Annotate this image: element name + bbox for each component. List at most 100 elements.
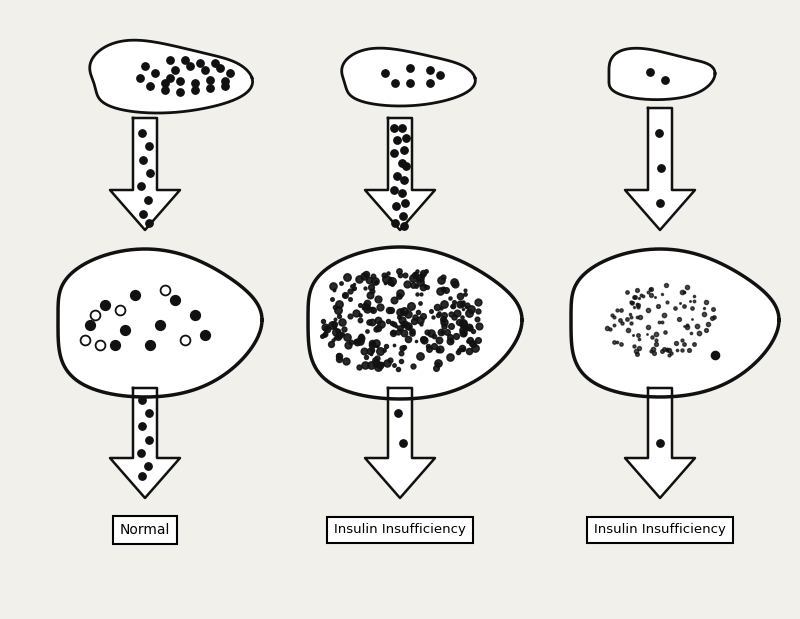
Point	[410, 266, 423, 276]
Point	[459, 289, 472, 299]
Point	[413, 352, 426, 361]
Point	[418, 335, 430, 345]
Point	[361, 298, 374, 308]
Point	[382, 267, 395, 277]
Point	[354, 333, 367, 343]
Point	[142, 435, 155, 445]
Point	[422, 344, 435, 354]
Point	[447, 297, 460, 307]
Point	[326, 321, 338, 331]
Point	[338, 290, 351, 300]
Point	[209, 58, 222, 68]
Point	[455, 312, 468, 322]
Point	[453, 345, 466, 355]
Polygon shape	[110, 118, 180, 230]
Point	[646, 344, 659, 354]
Point	[406, 280, 419, 290]
Point	[329, 327, 342, 337]
Point	[652, 301, 665, 311]
Point	[398, 145, 410, 155]
Point	[401, 279, 414, 289]
Point	[378, 271, 390, 280]
Point	[456, 328, 469, 338]
Point	[144, 340, 157, 350]
Point	[654, 163, 667, 173]
Point	[434, 286, 446, 296]
Point	[645, 284, 658, 294]
Point	[437, 284, 450, 293]
Point	[338, 324, 350, 334]
Point	[357, 303, 370, 313]
Point	[366, 317, 378, 327]
Point	[462, 321, 475, 331]
Point	[615, 339, 628, 349]
Point	[607, 313, 620, 322]
Point	[458, 328, 470, 338]
Point	[628, 292, 641, 301]
Point	[387, 360, 400, 370]
Point	[371, 353, 384, 363]
Point	[410, 289, 423, 299]
Point	[630, 299, 643, 309]
Point	[454, 291, 466, 301]
Point	[78, 335, 91, 345]
Point	[394, 324, 406, 334]
Point	[398, 198, 411, 208]
Point	[665, 348, 678, 358]
Point	[684, 296, 697, 306]
Point	[340, 356, 353, 366]
Point	[448, 279, 461, 289]
Point	[451, 308, 464, 318]
Point	[364, 282, 377, 292]
Point	[424, 65, 437, 75]
Point	[367, 305, 380, 315]
Polygon shape	[58, 249, 262, 397]
Point	[669, 303, 682, 313]
Point	[421, 282, 434, 292]
Point	[189, 78, 202, 88]
Point	[198, 65, 211, 75]
Point	[214, 63, 226, 73]
Point	[398, 221, 410, 231]
Point	[394, 322, 407, 332]
Point	[441, 327, 454, 337]
Point	[338, 290, 351, 300]
Point	[424, 78, 437, 88]
Point	[142, 141, 155, 151]
Point	[434, 70, 446, 80]
Point	[448, 312, 461, 322]
Point	[407, 316, 420, 326]
Point	[648, 348, 661, 358]
Point	[685, 314, 698, 324]
Point	[430, 359, 443, 369]
Point	[437, 285, 450, 295]
Point	[434, 344, 446, 354]
Point	[169, 65, 182, 75]
Point	[332, 332, 345, 342]
Point	[414, 298, 427, 308]
Point	[142, 218, 155, 228]
Point	[707, 312, 720, 322]
Point	[135, 395, 149, 405]
Point	[650, 335, 662, 345]
Point	[350, 336, 362, 346]
Point	[375, 359, 388, 369]
Point	[397, 438, 410, 448]
Point	[403, 63, 416, 73]
Point	[355, 331, 368, 341]
Point	[135, 128, 149, 138]
Point	[149, 68, 162, 78]
Point	[626, 297, 639, 306]
Point	[643, 284, 656, 293]
Point	[392, 408, 404, 418]
Point	[350, 308, 363, 318]
Point	[350, 337, 363, 347]
Point	[648, 292, 661, 302]
Point	[397, 320, 410, 330]
Point	[425, 306, 438, 316]
Point	[158, 85, 171, 95]
Point	[389, 218, 402, 228]
Point	[394, 307, 406, 317]
Point	[407, 273, 420, 283]
Point	[410, 336, 422, 346]
